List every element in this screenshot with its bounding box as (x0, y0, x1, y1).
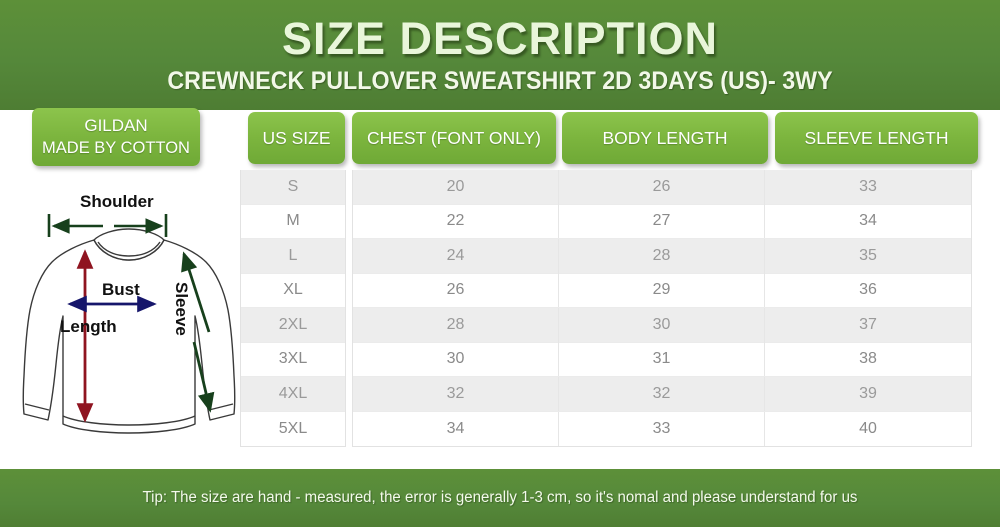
table-row: 5XL (241, 411, 345, 446)
table-row: 20 26 33 (353, 169, 971, 205)
header-band (0, 0, 1000, 110)
cell-us-size: XL (283, 281, 303, 299)
cell-body-length: 27 (559, 204, 765, 239)
cell-sleeve-length: 38 (859, 350, 877, 368)
page-title: SIZE DESCRIPTION (281, 13, 719, 64)
table-row: 3XL (241, 342, 345, 377)
cell-sleeve-length: 37 (859, 315, 877, 333)
page-subtitle: CREWNECK PULLOVER SWEATSHIRT 2D 3DAYS (U… (167, 67, 833, 95)
cell-body-length: 33 (559, 411, 765, 446)
cell-us-size: M (286, 212, 300, 230)
table-row: 24 28 35 (353, 238, 971, 274)
cell-sleeve-length: 39 (859, 384, 877, 402)
table-row: 32 32 39 (353, 376, 971, 412)
cell-chest: 22 (353, 204, 559, 239)
column-header-sleeve-length: SLEEVE LENGTH (775, 112, 978, 164)
cell-body-length: 31 (559, 342, 765, 377)
shoulder-label: Shoulder (80, 192, 154, 211)
table-row: XL (241, 273, 345, 308)
table-row: 4XL (241, 377, 345, 412)
brand-tab: GILDAN MADE BY COTTON (32, 108, 200, 166)
table-row: L (241, 239, 345, 274)
cell-chest: 32 (353, 376, 559, 411)
shirt-measurement-diagram: Shoulder Bust Length Sleeve (18, 192, 240, 450)
cell-sleeve-length: 35 (859, 246, 877, 264)
table-row: 28 30 37 (353, 307, 971, 343)
cell-chest: 26 (353, 273, 559, 308)
table-row: 22 27 34 (353, 204, 971, 239)
cell-body-length: 29 (559, 273, 765, 308)
cell-sleeve-length: 34 (859, 212, 877, 230)
cell-us-size: 3XL (278, 350, 308, 368)
table-row: 34 33 40 (353, 411, 971, 446)
cell-chest: 34 (353, 411, 559, 446)
cell-body-length: 30 (559, 307, 765, 342)
brand-name: GILDAN (84, 116, 148, 135)
size-table: S M L XL 2XL 3XL 4XL 5XL 20 26 33 22 27 34 24 28 35 26 29… (0, 169, 1000, 455)
cell-chest: 30 (353, 342, 559, 377)
bust-label: Bust (102, 280, 140, 299)
cell-us-size: 2XL (278, 315, 308, 333)
brand-tagline: MADE BY COTTON (42, 139, 190, 157)
length-label: Length (60, 317, 117, 336)
cell-body-length: 26 (559, 169, 765, 204)
cell-us-size: S (287, 177, 299, 195)
table-row: 30 31 38 (353, 342, 971, 377)
table-row: 2XL (241, 308, 345, 343)
measurements-columns: 20 26 33 22 27 34 24 28 35 26 29 36 28 30 37 30 31 38 32 32… (352, 169, 972, 447)
table-row: S (241, 170, 345, 205)
cell-us-size: 5XL (278, 419, 308, 437)
cell-sleeve-length: 36 (859, 281, 877, 299)
column-header-chest: CHEST (FONT ONLY) (352, 112, 556, 164)
cell-chest: 24 (353, 238, 559, 273)
cell-chest: 28 (353, 307, 559, 342)
cell-sleeve-length: 40 (859, 419, 877, 437)
cell-body-length: 28 (559, 238, 765, 273)
cell-us-size: 4XL (278, 384, 308, 402)
column-header-us-size: US SIZE (248, 112, 345, 164)
cell-chest: 20 (353, 169, 559, 204)
cell-sleeve-length: 33 (859, 177, 877, 195)
table-row: M (241, 204, 345, 239)
table-row: 26 29 36 (353, 273, 971, 308)
cell-us-size: L (288, 246, 298, 264)
footer-band: Tip: The size are hand - measured, the e… (0, 469, 1000, 527)
footer-tip-text: Tip: The size are hand - measured, the e… (142, 489, 858, 506)
sweatshirt-outline-icon (22, 214, 236, 434)
size-column: S M L XL 2XL 3XL 4XL 5XL (240, 170, 346, 447)
cell-body-length: 32 (559, 376, 765, 411)
column-header-body-length: BODY LENGTH (562, 112, 768, 164)
